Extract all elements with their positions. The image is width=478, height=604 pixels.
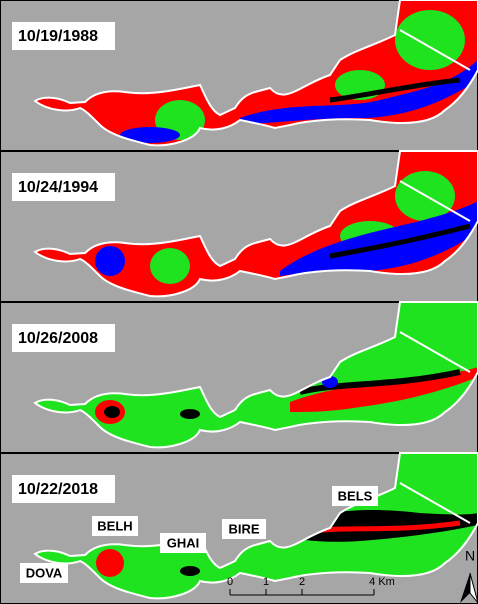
scale-label: 2 xyxy=(299,576,305,588)
place-label: GHAI xyxy=(167,535,200,550)
page: {"panels": [{"date": "10/19/1988"}, {"da… xyxy=(0,0,478,604)
map-panel: 10/22/2018 DOVA BELH GHAI BIRE BELS 0 1 … xyxy=(1,453,478,604)
map-figure: 10/19/1988 10/24/1994 xyxy=(0,0,478,604)
map-panel: 10/24/1994 xyxy=(1,151,478,302)
panel-date: 10/24/1994 xyxy=(18,179,98,196)
scale-label: 0 xyxy=(227,576,233,588)
scale-label: 1 xyxy=(263,576,269,588)
place-label: DOVA xyxy=(26,565,63,580)
scale-label: 4 Km xyxy=(369,576,395,588)
panel-date: 10/22/2018 xyxy=(18,481,98,498)
panel-date: 10/26/2008 xyxy=(18,330,98,347)
place-label: BELH xyxy=(97,518,132,533)
map-panel: 10/26/2008 xyxy=(1,302,478,453)
map-panel: 10/19/1988 xyxy=(1,0,478,151)
place-label: BELS xyxy=(338,488,373,503)
north-label: N xyxy=(465,548,475,564)
panel-date: 10/19/1988 xyxy=(18,28,98,45)
place-label: BIRE xyxy=(228,521,259,536)
